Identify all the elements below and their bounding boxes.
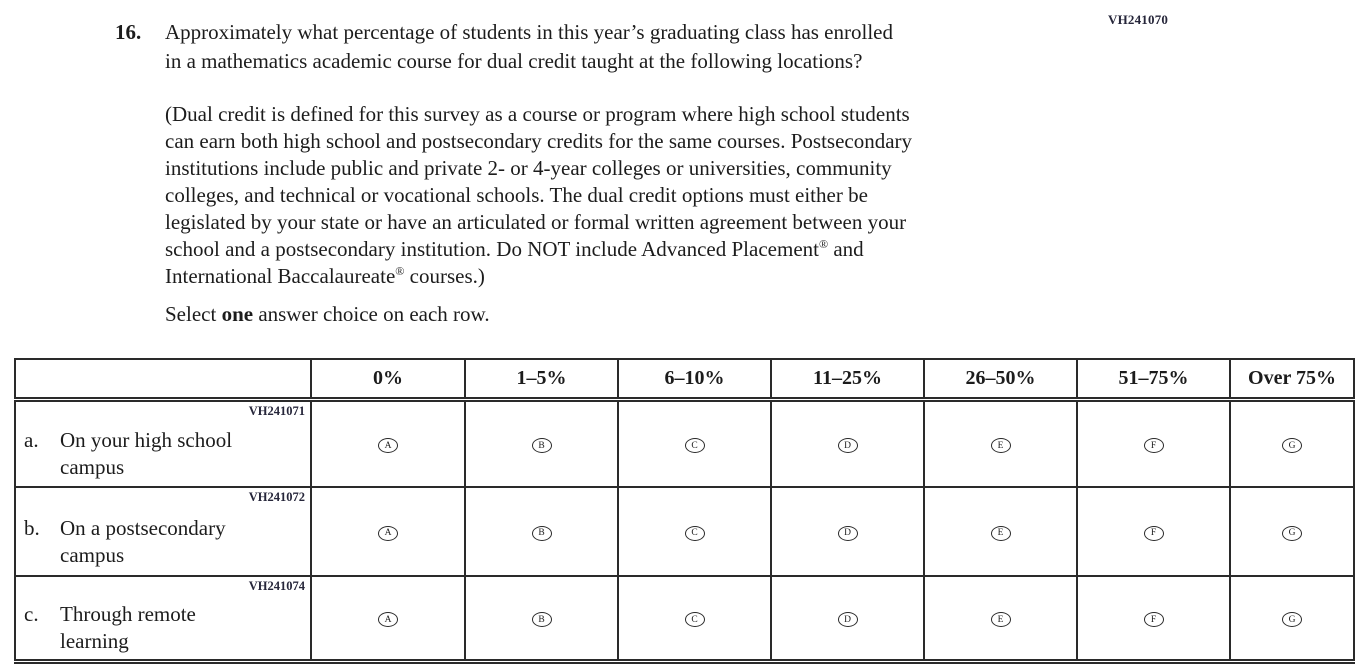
answer-grid-wrap: 0% 1–5% 6–10% 11–25% 26–50% 51–75% Over … (14, 358, 1355, 664)
definition-line: legislated by your state or have an arti… (165, 210, 907, 234)
answer-bubble-c[interactable]: C (684, 525, 705, 541)
table-row-high-school-campus: VH241071 a. On your high school campus A… (14, 399, 1355, 488)
answer-bubble-e[interactable]: E (990, 438, 1011, 453)
option-cell: A (310, 487, 466, 577)
row-accession-code: VH241072 (248, 490, 305, 504)
header-over-75pct: Over 75% (1229, 359, 1355, 402)
option-cell: D (770, 576, 925, 664)
option-cell: B (464, 399, 619, 488)
answer-bubble-f[interactable]: F (1143, 612, 1164, 628)
header-6-10pct: 6–10% (617, 359, 772, 402)
header-51-75pct: 51–75% (1076, 359, 1231, 402)
header-1-5pct: 1–5% (464, 359, 619, 402)
answer-bubble-d[interactable]: D (837, 438, 858, 453)
header-26-50pct: 26–50% (923, 359, 1078, 402)
answer-bubble-e[interactable]: E (990, 525, 1011, 541)
definition-line: can earn both high school and postsecond… (165, 129, 913, 153)
definition-line: institutions include public and private … (165, 156, 892, 180)
row-label-text: Through remote learning (60, 602, 196, 653)
row-letter: c. (24, 602, 39, 626)
answer-grid-table: 0% 1–5% 6–10% 11–25% 26–50% 51–75% Over … (14, 358, 1355, 664)
option-cell: A (310, 399, 466, 488)
option-cell: D (770, 399, 925, 488)
option-cell: G (1229, 576, 1355, 664)
answer-bubble-g[interactable]: G (1282, 438, 1302, 453)
answer-bubble-f[interactable]: F (1143, 438, 1164, 453)
answer-bubble-e[interactable]: E (990, 612, 1011, 628)
dual-credit-definition: (Dual credit is defined for this survey … (165, 101, 1125, 290)
option-cell: A (310, 576, 466, 664)
table-row-postsecondary-campus: VH241072 b. On a postsecondary campus A … (14, 487, 1355, 577)
option-cell: E (923, 487, 1078, 577)
header-empty (14, 359, 312, 402)
answer-bubble-c[interactable]: C (684, 438, 705, 453)
row-letter: a. (24, 427, 39, 452)
answer-bubble-g[interactable]: G (1282, 612, 1302, 628)
answer-bubble-d[interactable]: D (837, 525, 858, 541)
option-cell: E (923, 399, 1078, 488)
table-row-remote-learning: VH241074 c. Through remote learning A B … (14, 576, 1355, 664)
answer-bubble-g[interactable]: G (1282, 525, 1302, 541)
question-16: 16. Approximately what percentage of stu… (115, 18, 1115, 76)
option-cell: F (1076, 576, 1231, 664)
row-label-cell: VH241072 b. On a postsecondary campus (14, 487, 312, 577)
header-0pct: 0% (310, 359, 466, 402)
option-cell: C (617, 576, 772, 664)
answer-bubble-d[interactable]: D (837, 612, 858, 628)
option-cell: E (923, 576, 1078, 664)
header-row: 0% 1–5% 6–10% 11–25% 26–50% 51–75% Over … (14, 359, 1355, 402)
answer-bubble-b[interactable]: B (531, 525, 552, 541)
answer-bubble-b[interactable]: B (531, 438, 552, 453)
option-cell: F (1076, 487, 1231, 577)
option-cell: G (1229, 399, 1355, 488)
row-accession-code: VH241071 (248, 403, 305, 418)
answer-bubble-b[interactable]: B (531, 612, 552, 628)
option-cell: F (1076, 399, 1231, 488)
header-11-25pct: 11–25% (770, 359, 925, 402)
row-label-cell: VH241074 c. Through remote learning (14, 576, 312, 664)
row-accession-code: VH241074 (248, 579, 305, 593)
question-text-line1: Approximately what percentage of student… (165, 20, 893, 44)
row-letter: b. (24, 515, 40, 540)
option-cell: B (464, 576, 619, 664)
row-label-text: On a postsecondary campus (60, 515, 226, 567)
registered-trademark-symbol: ® (395, 264, 405, 278)
select-instruction: Select one answer choice on each row. (165, 302, 490, 326)
row-label-text: On your high school campus (60, 427, 233, 479)
page-accession-code: VH241070 (1108, 12, 1169, 27)
option-cell: D (770, 487, 925, 577)
registered-trademark-symbol: ® (818, 237, 829, 251)
option-cell: C (617, 399, 772, 488)
question-text-line2: in a mathematics academic course for dua… (165, 49, 863, 73)
answer-bubble-c[interactable]: C (684, 612, 705, 628)
row-label-cell: VH241071 a. On your high school campus (14, 399, 312, 488)
definition-line: school and a postsecondary institution. … (165, 237, 864, 261)
question-text: Approximately what percentage of student… (165, 18, 893, 76)
option-cell: C (617, 487, 772, 577)
definition-line: colleges, and technical or vocational sc… (165, 183, 868, 207)
answer-bubble-a[interactable]: A (378, 525, 398, 541)
definition-line: (Dual credit is defined for this survey … (165, 102, 910, 126)
option-cell: G (1229, 487, 1355, 577)
option-cell: B (464, 487, 619, 577)
question-number: 16. (115, 20, 142, 44)
answer-bubble-a[interactable]: A (378, 612, 398, 628)
definition-line: International Baccalaureate® courses.) (165, 264, 485, 288)
answer-bubble-f[interactable]: F (1143, 525, 1164, 541)
answer-bubble-a[interactable]: A (378, 438, 398, 453)
